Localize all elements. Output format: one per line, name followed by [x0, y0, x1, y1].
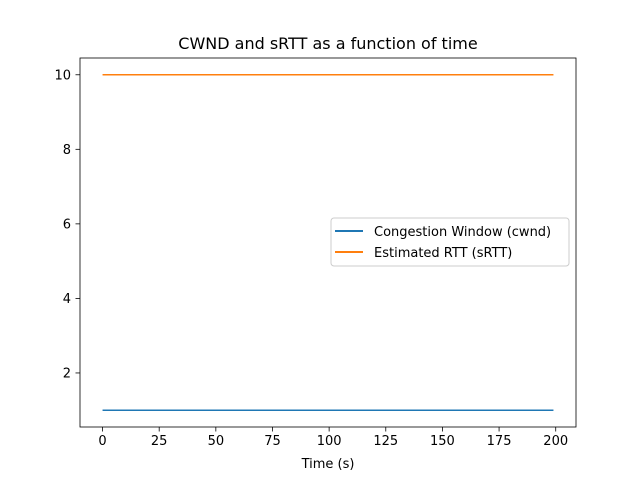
y-tick-label: 8: [63, 143, 71, 158]
y-tick-label: 10: [54, 68, 71, 83]
y-tick-label: 4: [63, 292, 71, 307]
x-axis-label: Time (s): [301, 457, 355, 472]
x-tick-label: 75: [264, 434, 281, 449]
plot-frame: [79, 57, 577, 428]
x-tick-label: 100: [317, 434, 342, 449]
x-tick-label: 25: [151, 434, 168, 449]
legend: Congestion Window (cwnd) Estimated RTT (…: [330, 217, 570, 267]
y-tick-label: 2: [63, 366, 71, 381]
legend-label-srtt: Estimated RTT (sRTT): [374, 246, 512, 261]
x-axis: 0 25 50 75 100 125 150 175 200: [98, 427, 568, 449]
legend-box: [330, 217, 570, 267]
y-tick-label: 6: [63, 217, 71, 232]
series-layer: [102, 74, 554, 411]
y-axis: 2 4 6 8 10: [54, 68, 80, 381]
x-tick-label: 125: [373, 434, 398, 449]
x-tick-label: 200: [543, 434, 568, 449]
chart-title: CWND and sRTT as a function of time: [178, 34, 477, 53]
x-tick-label: 0: [98, 434, 106, 449]
legend-label-cwnd: Congestion Window (cwnd): [374, 225, 551, 240]
x-tick-label: 50: [208, 434, 225, 449]
x-tick-label: 150: [430, 434, 455, 449]
x-tick-label: 175: [487, 434, 512, 449]
